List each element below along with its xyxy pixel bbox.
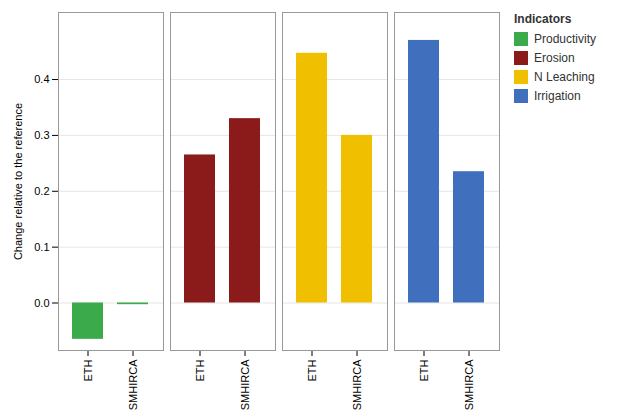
svg-text:Change relative to the referen: Change relative to the reference <box>12 103 24 260</box>
svg-text:SMHIRCA: SMHIRCA <box>239 359 251 410</box>
svg-text:0.3: 0.3 <box>34 129 49 141</box>
svg-text:0.4: 0.4 <box>34 73 49 85</box>
svg-text:SMHIRCA: SMHIRCA <box>351 359 363 410</box>
svg-text:0.1: 0.1 <box>34 241 49 253</box>
svg-text:0.0: 0.0 <box>34 297 49 309</box>
html-text:Productivity: Productivity <box>534 32 596 46</box>
svg-text:ETH: ETH <box>82 359 94 381</box>
svg-text:SMHIRCA: SMHIRCA <box>127 359 139 410</box>
svg-text:0.2: 0.2 <box>34 185 49 197</box>
svg-text:SMHIRCA: SMHIRCA <box>463 359 475 410</box>
html-text:Indicators: Indicators <box>514 12 572 26</box>
html-text:N Leaching: N Leaching <box>534 70 595 84</box>
html-text:Erosion: Erosion <box>534 51 575 65</box>
html-text:Irrigation: Irrigation <box>534 89 581 103</box>
svg-text:ETH: ETH <box>306 359 318 381</box>
svg-text:ETH: ETH <box>194 359 206 381</box>
svg-text:ETH: ETH <box>418 359 430 381</box>
